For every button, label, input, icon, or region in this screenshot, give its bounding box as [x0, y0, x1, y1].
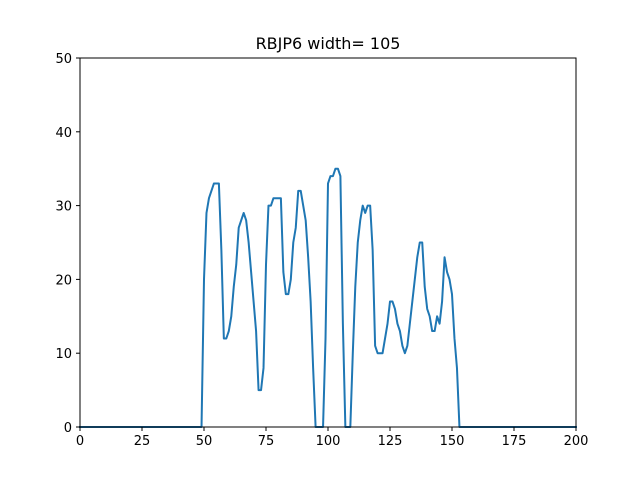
x-tick-label: 25: [134, 434, 151, 449]
x-tick-label: 200: [564, 434, 589, 449]
x-tick-label: 150: [440, 434, 465, 449]
x-tick-label: 50: [196, 434, 213, 449]
y-tick-label: 40: [55, 126, 72, 141]
x-tick-label: 0: [76, 434, 84, 449]
y-tick-label: 10: [55, 347, 72, 362]
y-tick-label: 0: [64, 421, 72, 436]
x-tick-label: 100: [316, 434, 341, 449]
x-tick-label: 75: [258, 434, 275, 449]
y-axis-ticks: 0 10 20 30 40 50: [55, 52, 80, 436]
y-tick-label: 20: [55, 273, 72, 288]
y-tick-label: 30: [55, 200, 72, 215]
y-tick-label: 50: [55, 52, 72, 67]
x-tick-label: 125: [378, 434, 403, 449]
x-axis-ticks: 0 25 50 75 100 125 150 175 200: [76, 427, 589, 449]
plot-area: [79, 167, 577, 428]
series-line-0: [79, 167, 577, 428]
chart-title: RBJP6 width= 105: [256, 34, 401, 53]
plot-frame: [79, 57, 577, 428]
x-tick-label: 175: [502, 434, 527, 449]
